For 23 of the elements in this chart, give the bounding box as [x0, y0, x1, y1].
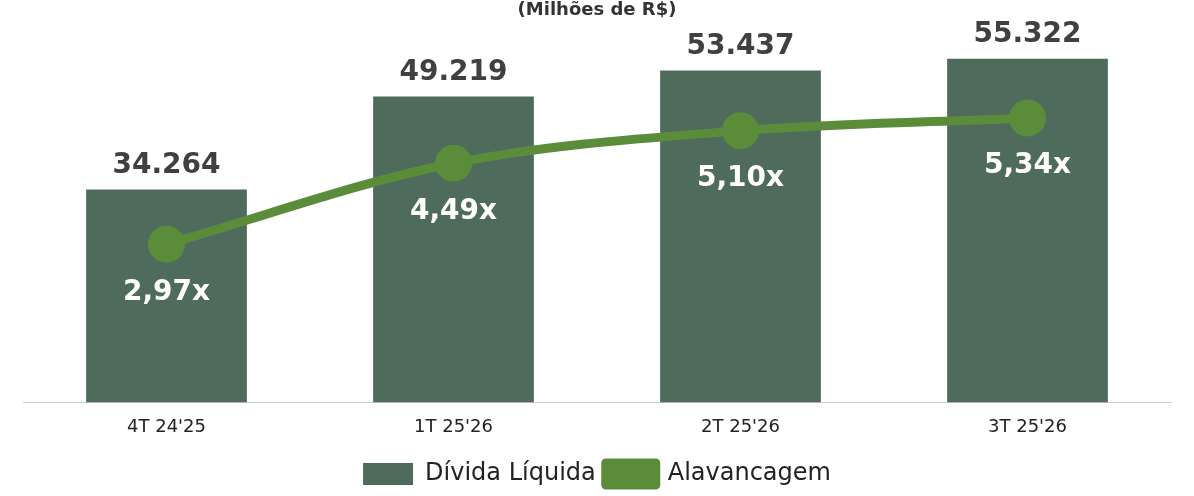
x-tick-label: 4T 24'25: [127, 414, 206, 436]
bar: [947, 58, 1108, 403]
data-label: 53.437: [686, 27, 795, 61]
point: [435, 144, 472, 182]
x-tick-label: 1T 25'26: [414, 414, 493, 436]
bar: [660, 70, 821, 403]
x-tick-label: 2T 25'26: [701, 414, 780, 436]
data-label: 5,34x: [983, 147, 1072, 181]
data-label: 34.264: [112, 146, 221, 180]
data-label: 2,97x: [122, 273, 211, 307]
x-tick-label: 3T 25'26: [988, 414, 1067, 436]
bar: [86, 189, 247, 403]
point: [148, 225, 185, 263]
legend-label: Alavancagem: [667, 458, 831, 487]
point: [722, 112, 759, 150]
data-label: 5,10x: [696, 160, 785, 194]
point: [1009, 99, 1046, 137]
chart-title: (Milhões de R$): [517, 0, 677, 20]
data-label: 55.322: [973, 15, 1082, 49]
data-label: 4,49x: [409, 192, 498, 226]
legend-label: Dívida Líquida: [425, 458, 596, 487]
bar: [373, 96, 534, 403]
data-label: 49.219: [399, 53, 508, 87]
